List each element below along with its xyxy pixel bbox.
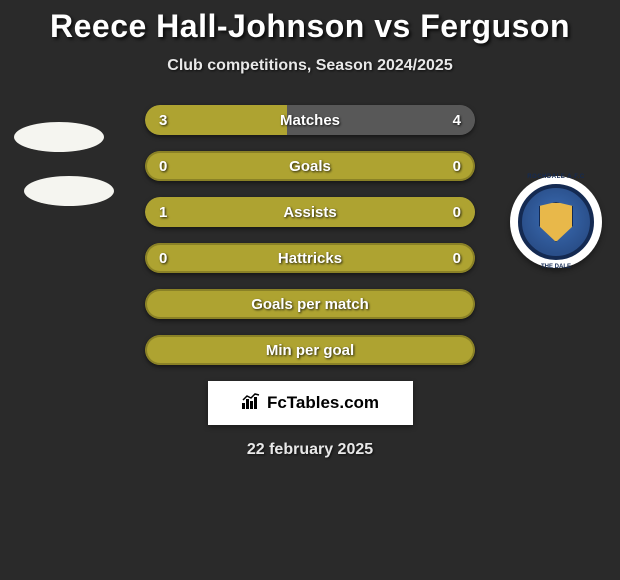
stat-right-value: 0 [453,204,461,221]
banner-brand: FcTables.com [267,393,379,413]
page-subtitle: Club competitions, Season 2024/2025 [0,57,620,75]
stat-label: Assists [283,204,336,221]
badge-inner [518,184,594,260]
right-team-badge: ROCHDALE A.F.C THE DALE [510,176,602,268]
stat-label: Goals [289,158,331,175]
stat-label: Matches [280,112,340,129]
stat-pill: 0 0 Goals [145,151,475,181]
stat-pill: 0 0 Hattricks [145,243,475,273]
stat-pill: 3 4 Matches [145,105,475,135]
stat-right-value: 0 [453,250,461,267]
stat-right-value: 4 [453,112,461,129]
stat-left-value: 1 [159,204,167,221]
stat-label: Min per goal [266,342,354,359]
stat-label: Hattricks [278,250,342,267]
stat-row: Min per goal [0,335,620,365]
stat-pill: Min per goal [145,335,475,365]
badge-shield-icon [539,202,573,242]
stat-left-value: 3 [159,112,167,129]
comparison-card: Reece Hall-Johnson vs Ferguson Club comp… [0,0,620,459]
badge-top-text: ROCHDALE A.F.C [527,174,584,180]
stat-pill: Goals per match [145,289,475,319]
badge-bottom-text: THE DALE [541,264,571,270]
stat-pill: 1 0 Assists [145,197,475,227]
left-team-slot-1 [14,122,104,152]
chart-icon [241,393,261,414]
stat-left-value: 0 [159,158,167,175]
left-team-slot-2 [24,176,114,206]
stat-right-value: 0 [453,158,461,175]
source-banner[interactable]: FcTables.com [208,381,413,425]
stat-row: Goals per match [0,289,620,319]
page-title: Reece Hall-Johnson vs Ferguson [0,8,620,45]
stat-left-value: 0 [159,250,167,267]
date-text: 22 february 2025 [0,441,620,459]
stat-label: Goals per match [251,296,369,313]
